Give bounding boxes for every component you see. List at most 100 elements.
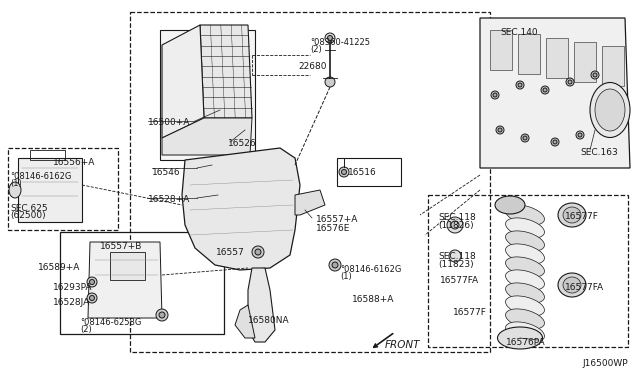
Text: 16577FA: 16577FA [440, 276, 479, 285]
Circle shape [255, 249, 261, 255]
Text: °08146-6162G: °08146-6162G [10, 172, 72, 181]
Bar [130, 12, 490, 352]
Circle shape [329, 259, 341, 271]
Circle shape [87, 293, 97, 303]
Bar [8, 148, 118, 230]
Circle shape [449, 250, 461, 262]
Text: 16557+B: 16557+B [100, 242, 142, 251]
Bar [30, 150, 65, 160]
Text: (11823): (11823) [438, 260, 474, 269]
Ellipse shape [506, 205, 545, 225]
Circle shape [553, 140, 557, 144]
Text: 16580NA: 16580NA [248, 316, 290, 325]
Polygon shape [162, 25, 204, 138]
Polygon shape [182, 148, 300, 270]
Circle shape [576, 131, 584, 139]
Circle shape [593, 73, 597, 77]
Ellipse shape [558, 273, 586, 297]
Ellipse shape [506, 296, 545, 316]
Ellipse shape [506, 231, 545, 251]
Ellipse shape [495, 196, 525, 214]
Text: 16577F: 16577F [453, 308, 487, 317]
Circle shape [90, 279, 95, 285]
Ellipse shape [563, 207, 581, 223]
Circle shape [521, 134, 529, 142]
Circle shape [451, 221, 459, 229]
Circle shape [568, 80, 572, 84]
Ellipse shape [590, 83, 630, 138]
Bar [337, 158, 401, 186]
Text: 16576E: 16576E [316, 224, 350, 233]
Circle shape [328, 35, 333, 41]
Text: 16557: 16557 [216, 248, 244, 257]
Circle shape [516, 81, 524, 89]
Text: FRONT: FRONT [385, 340, 420, 350]
Ellipse shape [506, 270, 545, 290]
Text: °08360-41225: °08360-41225 [310, 38, 370, 47]
Bar [60, 232, 224, 334]
Text: 16526: 16526 [228, 139, 257, 148]
Circle shape [578, 133, 582, 137]
Ellipse shape [506, 244, 545, 264]
Circle shape [447, 217, 463, 233]
Bar [602, 46, 624, 86]
Circle shape [498, 128, 502, 132]
Text: 16293PA: 16293PA [53, 283, 93, 292]
Circle shape [591, 71, 599, 79]
Ellipse shape [506, 218, 545, 238]
Polygon shape [248, 268, 275, 342]
Text: (1): (1) [340, 272, 352, 281]
Circle shape [491, 91, 499, 99]
Text: SEC.625: SEC.625 [10, 204, 47, 213]
Circle shape [339, 167, 349, 177]
Text: 16588+A: 16588+A [352, 295, 394, 304]
Text: J16500WP: J16500WP [582, 359, 628, 368]
Text: 16516: 16516 [348, 168, 377, 177]
Ellipse shape [506, 283, 545, 303]
Ellipse shape [497, 327, 543, 349]
Circle shape [543, 88, 547, 92]
Text: 16500+A: 16500+A [148, 118, 190, 127]
Text: (1): (1) [10, 179, 22, 188]
Polygon shape [480, 18, 630, 168]
Ellipse shape [563, 277, 581, 293]
Text: 16546: 16546 [152, 168, 180, 177]
Text: 16557+A: 16557+A [316, 215, 358, 224]
Circle shape [159, 312, 165, 318]
Polygon shape [88, 242, 162, 318]
Text: 16576PA: 16576PA [506, 338, 546, 347]
Circle shape [342, 170, 346, 174]
Circle shape [156, 309, 168, 321]
Bar [490, 30, 512, 70]
Polygon shape [18, 158, 82, 222]
Text: 16556+A: 16556+A [53, 158, 95, 167]
Text: SEC.118: SEC.118 [438, 252, 476, 261]
Ellipse shape [506, 322, 545, 342]
Text: °08146-6162G: °08146-6162G [340, 265, 401, 274]
Circle shape [493, 93, 497, 97]
Polygon shape [295, 190, 325, 215]
Circle shape [566, 78, 574, 86]
Ellipse shape [558, 203, 586, 227]
Ellipse shape [595, 89, 625, 131]
Polygon shape [200, 25, 252, 118]
Text: SEC.163: SEC.163 [580, 148, 618, 157]
Text: (2): (2) [310, 45, 322, 54]
Text: 22680: 22680 [298, 62, 326, 71]
Text: 16528+A: 16528+A [148, 195, 190, 204]
Circle shape [325, 77, 335, 87]
Bar [574, 42, 596, 82]
Circle shape [496, 126, 504, 134]
Polygon shape [162, 118, 252, 155]
Text: 16589+A: 16589+A [38, 263, 81, 272]
Text: 16528JA: 16528JA [53, 298, 90, 307]
Circle shape [523, 136, 527, 140]
Circle shape [332, 262, 338, 268]
Bar [110, 252, 145, 280]
Text: (2): (2) [80, 325, 92, 334]
Circle shape [87, 277, 97, 287]
Bar [518, 34, 540, 74]
Polygon shape [160, 30, 255, 160]
Bar [546, 38, 568, 78]
Ellipse shape [506, 257, 545, 277]
